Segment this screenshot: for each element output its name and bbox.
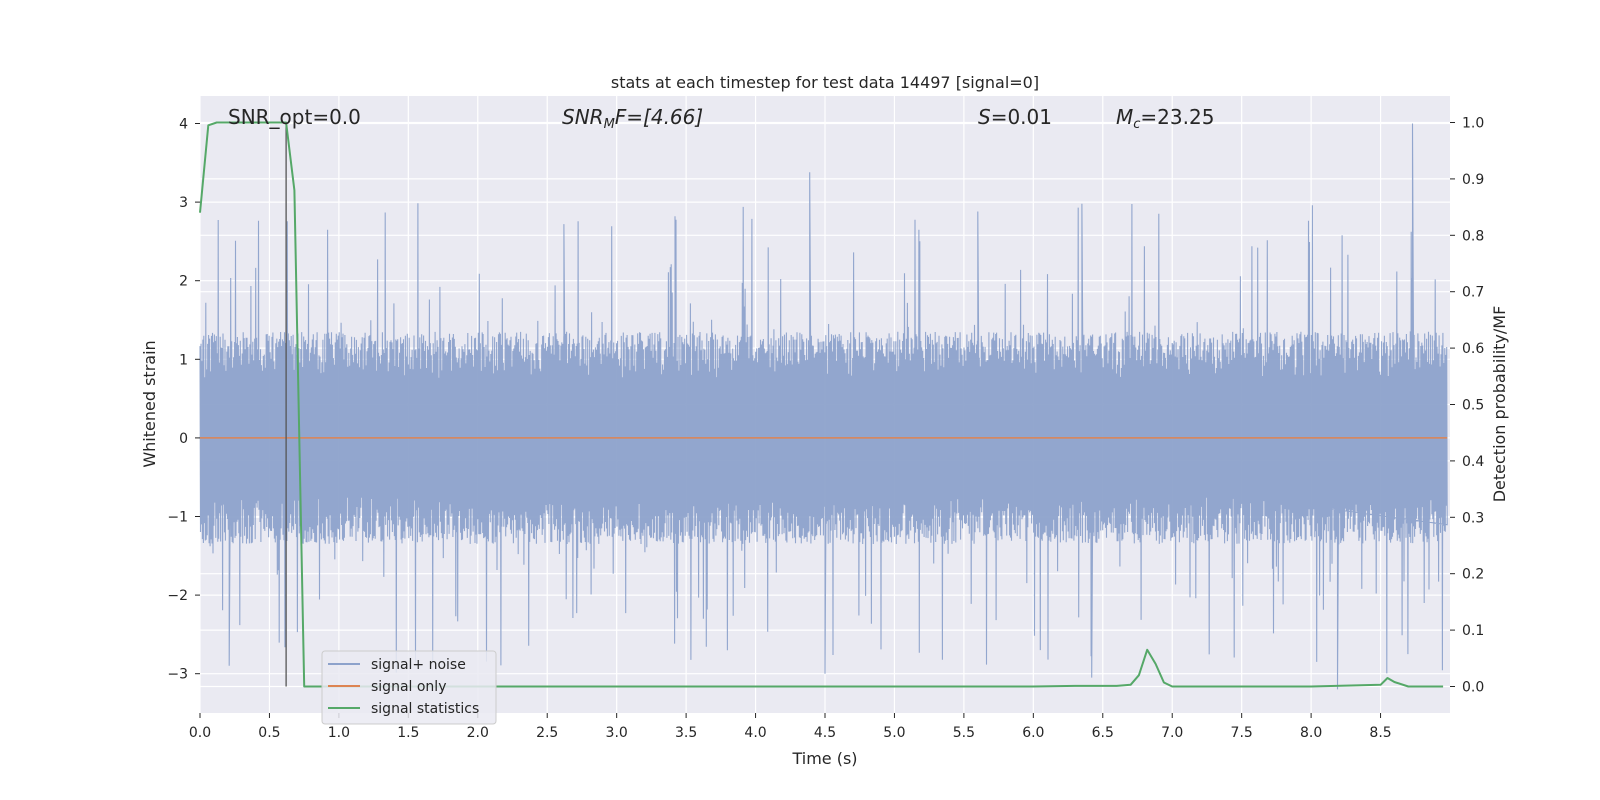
legend-label-signal-statistics: signal statistics (371, 701, 479, 717)
signal-noise-line (199, 123, 1448, 690)
y-right-tick-label-4: 0.6 (1462, 341, 1484, 357)
x-tick-label-12: 6.0 (1022, 725, 1044, 741)
s-value: =0.01 (991, 105, 1052, 129)
y-right-tick-label-6: 0.4 (1462, 454, 1484, 470)
tick-layer: 0.0 0.5 1.0 1.5 2.0 2.5 3.0 3.5 4.0 4.5 5.0 5.5 6.0 6… (167, 116, 1484, 741)
mc-subscript: c (1133, 117, 1140, 132)
y-tick-label-3: 1 (179, 352, 188, 368)
y-tick-label-4: 0 (179, 431, 188, 447)
y-tick-label-6: −2 (167, 588, 188, 604)
signal-statistics-line (199, 121, 1444, 688)
y-right-tick-label-10: 0.0 (1462, 679, 1484, 695)
snr-mf-base: SNR (562, 105, 604, 129)
x-tick-label-6: 3.0 (606, 725, 628, 741)
snr-opt-annotation: SNR_opt=0.0 (228, 105, 361, 129)
x-tick-label-5: 2.5 (536, 725, 558, 741)
chart-title: stats at each timestep for test data 144… (611, 73, 1039, 92)
x-tick-label-9: 4.5 (814, 725, 836, 741)
s-symbol: S (978, 105, 991, 129)
x-tick-label-17: 8.5 (1369, 725, 1391, 741)
legend-label-signal-noise: signal+ noise (371, 657, 466, 673)
x-tick-label-16: 8.0 (1300, 725, 1322, 741)
x-tick-label-2: 1.0 (328, 725, 350, 741)
x-tick-label-11: 5.5 (953, 725, 975, 741)
x-axis-label: Time (s) (791, 749, 857, 768)
legend: signal+ noise signal only signal statist… (321, 650, 497, 725)
x-tick-label-7: 3.5 (675, 725, 697, 741)
y-axis-label: Whitened strain (140, 340, 159, 467)
y-tick-label-5: −1 (167, 510, 188, 526)
legend-label-signal-only: signal only (371, 679, 446, 695)
y-right-axis-label: Detection probability/MF (1490, 306, 1509, 503)
snr-mf-annotation: SNRMF=[4.66] (562, 105, 703, 132)
legend-box (321, 650, 497, 725)
y-right-tick-label-2: 0.8 (1462, 228, 1484, 244)
x-tick-label-15: 7.5 (1231, 725, 1253, 741)
y-right-tick-label-9: 0.1 (1462, 623, 1484, 639)
y-right-tick-label-5: 0.5 (1462, 398, 1484, 414)
mc-symbol: M (1116, 105, 1133, 129)
x-tick-label-14: 7.0 (1161, 725, 1183, 741)
x-tick-label-13: 6.5 (1092, 725, 1114, 741)
y-right-tick-label-7: 0.3 (1462, 510, 1484, 526)
s-annotation: S=0.01 (978, 105, 1052, 129)
x-tick-label-3: 1.5 (397, 725, 419, 741)
x-tick-label-1: 0.5 (258, 725, 280, 741)
y-right-tick-label-8: 0.2 (1462, 567, 1484, 583)
mc-annotation: Mc=23.25 (1116, 105, 1214, 132)
mc-value: =23.25 (1140, 105, 1214, 129)
signal-noise-series (199, 123, 1448, 690)
y-right-tick-label-0: 1.0 (1462, 116, 1484, 132)
y-tick-label-1: 3 (179, 195, 188, 211)
x-tick-label-10: 5.0 (883, 725, 905, 741)
x-tick-label-8: 4.0 (744, 725, 766, 741)
y-tick-label-0: 4 (179, 117, 188, 133)
y-right-tick-label-3: 0.7 (1462, 285, 1484, 301)
y-tick-label-2: 2 (179, 274, 188, 290)
y-right-tick-label-1: 0.9 (1462, 172, 1484, 188)
signal-statistics-series (199, 121, 1444, 688)
x-tick-label-4: 2.0 (467, 725, 489, 741)
snr-mf-rest: F=[4.66] (615, 105, 703, 129)
snr-mf-sub: M (604, 117, 615, 132)
y-tick-label-7: −3 (167, 667, 188, 683)
x-tick-label-0: 0.0 (189, 725, 211, 741)
